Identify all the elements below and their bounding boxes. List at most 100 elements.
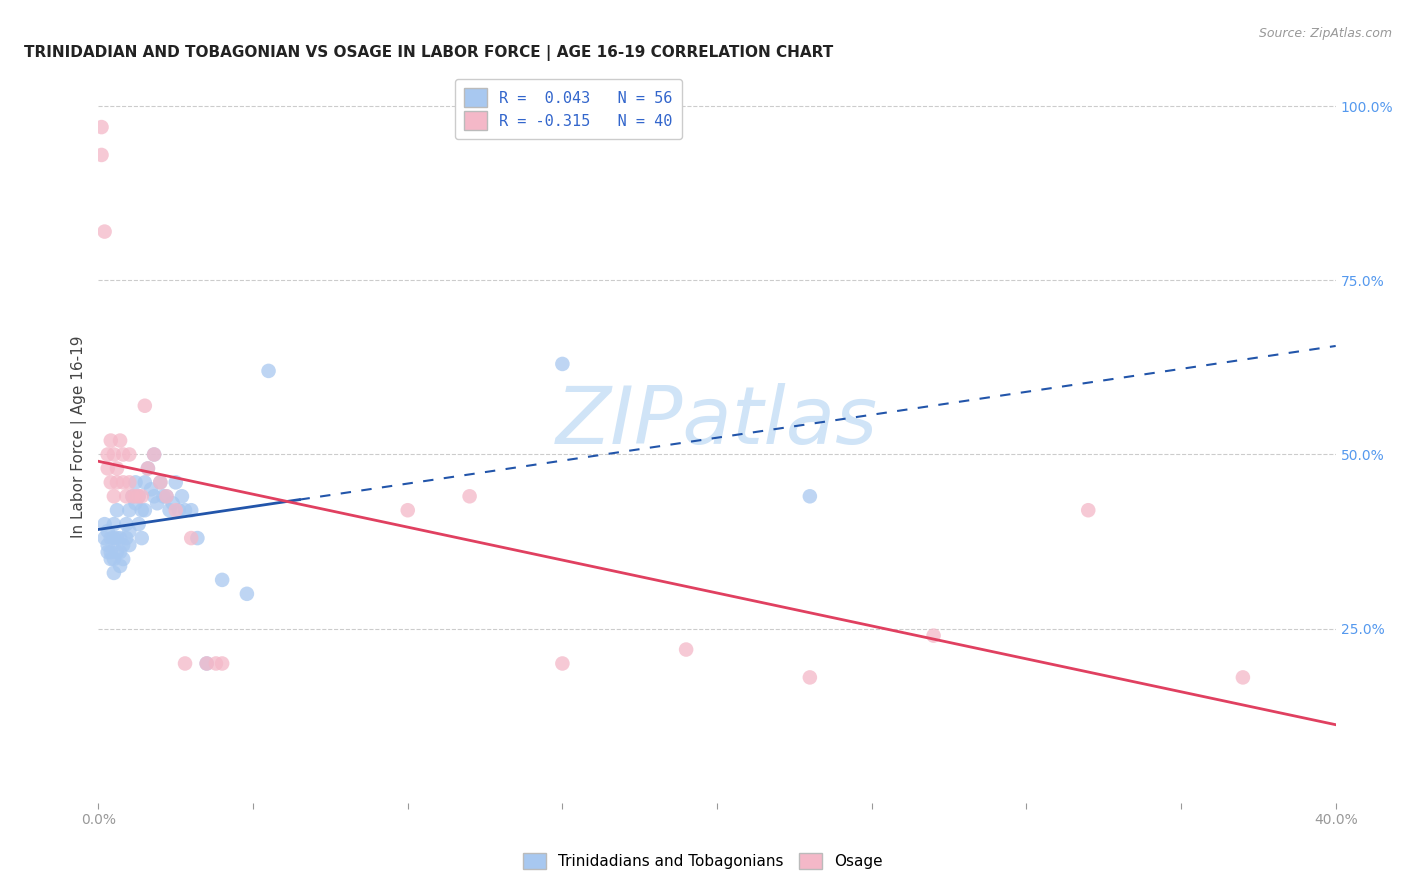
Point <box>115 531 138 545</box>
Point <box>105 503 128 517</box>
Point <box>236 587 259 601</box>
Y-axis label: In Labor Force | Age 16-19: In Labor Force | Age 16-19 <box>72 335 87 539</box>
Point <box>118 503 141 517</box>
Point <box>128 489 150 503</box>
Point <box>108 434 131 448</box>
Point <box>551 357 574 371</box>
Point <box>922 629 945 643</box>
Point <box>152 489 174 503</box>
Point <box>134 503 156 517</box>
Point <box>103 448 125 462</box>
Point <box>103 552 125 566</box>
Point <box>128 517 150 532</box>
Point <box>257 364 280 378</box>
Point <box>108 545 131 559</box>
Text: ZIPatlas: ZIPatlas <box>555 384 879 461</box>
Text: Source: ZipAtlas.com: Source: ZipAtlas.com <box>1258 27 1392 40</box>
Point <box>93 517 115 532</box>
Point <box>396 503 419 517</box>
Text: TRINIDADIAN AND TOBAGONIAN VS OSAGE IN LABOR FORCE | AGE 16-19 CORRELATION CHART: TRINIDADIAN AND TOBAGONIAN VS OSAGE IN L… <box>24 45 834 62</box>
Point <box>112 475 135 490</box>
Point <box>97 545 120 559</box>
Point <box>103 566 125 580</box>
Point <box>112 538 135 552</box>
Point <box>90 148 112 162</box>
Point <box>105 475 128 490</box>
Point <box>103 517 125 532</box>
Point <box>118 475 141 490</box>
Point <box>799 489 821 503</box>
Point <box>1232 670 1254 684</box>
Point <box>458 489 481 503</box>
Point <box>103 531 125 545</box>
Point <box>165 503 187 517</box>
Point <box>211 573 233 587</box>
Point <box>186 531 208 545</box>
Point <box>131 503 153 517</box>
Point <box>100 531 122 545</box>
Point <box>108 531 131 545</box>
Point <box>143 448 166 462</box>
Legend: R =  0.043   N = 56, R = -0.315   N = 40: R = 0.043 N = 56, R = -0.315 N = 40 <box>456 79 682 139</box>
Point <box>675 642 697 657</box>
Point <box>97 448 120 462</box>
Point <box>100 475 122 490</box>
Point <box>100 545 122 559</box>
Point <box>551 657 574 671</box>
Point <box>131 531 153 545</box>
Point <box>136 461 159 475</box>
Point <box>1077 503 1099 517</box>
Point <box>155 489 177 503</box>
Point <box>180 531 202 545</box>
Legend: Trinidadians and Tobagonians, Osage: Trinidadians and Tobagonians, Osage <box>517 847 889 875</box>
Point <box>180 503 202 517</box>
Point <box>115 489 138 503</box>
Point <box>146 496 169 510</box>
Point <box>124 489 146 503</box>
Point <box>143 489 166 503</box>
Point <box>136 461 159 475</box>
Point <box>100 434 122 448</box>
Point <box>174 503 197 517</box>
Point <box>174 657 197 671</box>
Point <box>97 461 120 475</box>
Point <box>134 475 156 490</box>
Point <box>195 657 218 671</box>
Point <box>93 225 115 239</box>
Point <box>167 503 190 517</box>
Point <box>97 524 120 538</box>
Point <box>155 489 177 503</box>
Point <box>118 448 141 462</box>
Point <box>105 531 128 545</box>
Point <box>139 483 162 497</box>
Point <box>170 489 193 503</box>
Point <box>149 475 172 490</box>
Point <box>90 120 112 134</box>
Point <box>131 489 153 503</box>
Point <box>134 399 156 413</box>
Point <box>118 538 141 552</box>
Point <box>121 489 143 503</box>
Point <box>118 524 141 538</box>
Point <box>108 558 131 573</box>
Point <box>128 489 150 503</box>
Point <box>149 475 172 490</box>
Point <box>112 448 135 462</box>
Point <box>100 552 122 566</box>
Point <box>124 475 146 490</box>
Point <box>115 517 138 532</box>
Point <box>97 538 120 552</box>
Point <box>211 657 233 671</box>
Point <box>159 503 181 517</box>
Point <box>162 496 184 510</box>
Point <box>112 552 135 566</box>
Point <box>103 489 125 503</box>
Point <box>105 461 128 475</box>
Point <box>165 475 187 490</box>
Point <box>93 531 115 545</box>
Point <box>105 545 128 559</box>
Point <box>205 657 228 671</box>
Point <box>121 489 143 503</box>
Point <box>143 448 166 462</box>
Point <box>124 496 146 510</box>
